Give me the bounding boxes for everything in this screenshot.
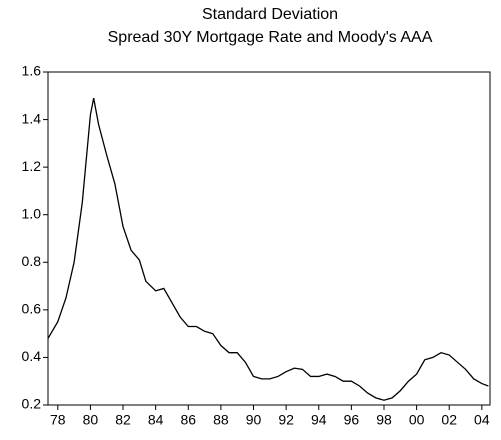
chart-subtitle: Spread 30Y Mortgage Rate and Moody's AAA [108, 29, 433, 46]
x-tick-label: 02 [441, 412, 457, 428]
x-tick-label: 78 [50, 412, 66, 428]
x-tick-label: 90 [246, 412, 262, 428]
y-tick-label: 1.4 [22, 110, 42, 126]
x-tick-label: 86 [180, 412, 196, 428]
y-tick-label: 1.6 [22, 63, 42, 79]
x-tick-label: 82 [115, 412, 131, 428]
x-tick-label: 00 [409, 412, 425, 428]
line-series [47, 98, 489, 401]
y-tick-label: 0.2 [22, 396, 42, 412]
x-tick-label: 84 [148, 412, 164, 428]
y-tick-label: 0.4 [22, 348, 42, 364]
y-tick-label: 1.0 [22, 205, 42, 221]
y-tick-label: 0.8 [22, 253, 42, 269]
x-tick-label: 88 [213, 412, 229, 428]
y-tick-label: 0.6 [22, 301, 42, 317]
x-tick-label: 94 [311, 412, 327, 428]
y-tick-label: 1.2 [22, 158, 42, 174]
plot-frame [47, 71, 491, 406]
x-tick-label: 98 [376, 412, 392, 428]
x-tick-label: 96 [344, 412, 360, 428]
x-tick-label: 04 [474, 412, 490, 428]
x-tick-label: 92 [278, 412, 294, 428]
x-tick-label: 80 [83, 412, 99, 428]
chart-title: Standard Deviation [202, 6, 338, 23]
